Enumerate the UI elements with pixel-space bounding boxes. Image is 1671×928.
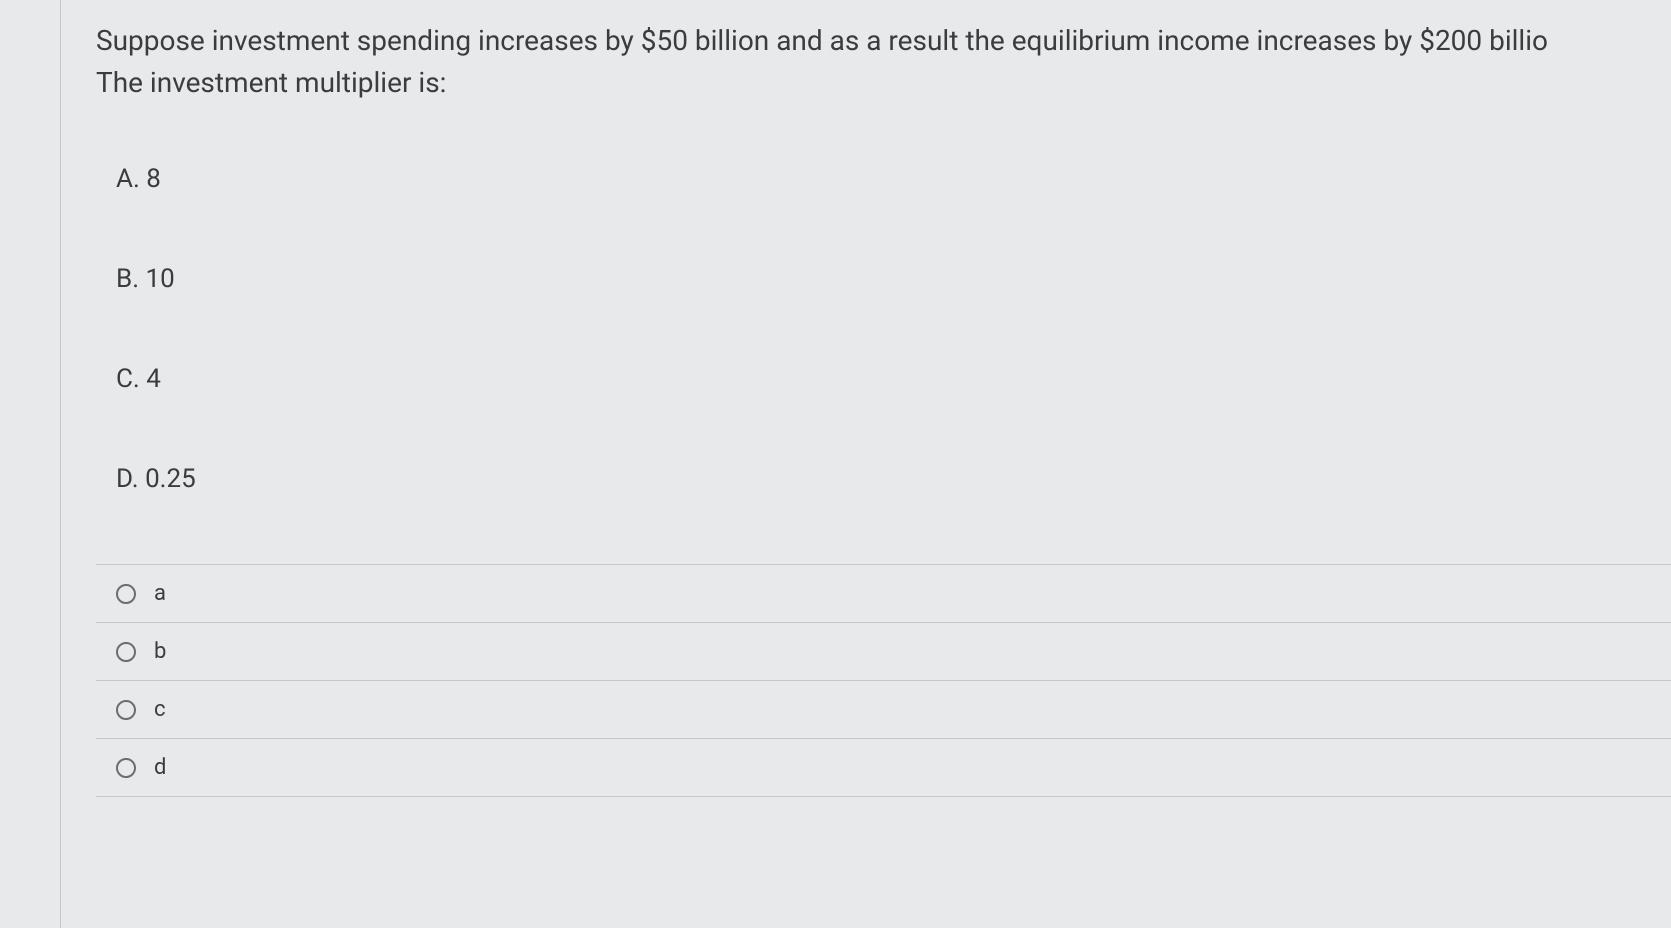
choice-d: D. 0.25 (96, 464, 1671, 494)
radio-a-icon[interactable] (116, 584, 136, 604)
answer-label-d: d (154, 755, 166, 780)
choice-c: C. 4 (96, 364, 1671, 394)
radio-b-icon[interactable] (116, 642, 136, 662)
answer-row-d[interactable]: d (96, 739, 1671, 797)
answer-table: a b c d (96, 564, 1671, 797)
answer-row-b[interactable]: b (96, 623, 1671, 681)
answer-row-a[interactable]: a (96, 565, 1671, 623)
choice-a: A. 8 (96, 164, 1671, 194)
choices-block: A. 8 B. 10 C. 4 D. 0.25 (96, 164, 1671, 494)
question-line-2: The investment multiplier is: (96, 66, 446, 99)
question-text: Suppose investment spending increases by… (96, 20, 1671, 104)
radio-d-icon[interactable] (116, 758, 136, 778)
quiz-container: Suppose investment spending increases by… (60, 0, 1671, 928)
answer-row-c[interactable]: c (96, 681, 1671, 739)
choice-b: B. 10 (96, 264, 1671, 294)
answer-label-a: a (154, 581, 166, 606)
answer-label-b: b (154, 639, 166, 664)
answer-label-c: c (154, 697, 166, 722)
radio-c-icon[interactable] (116, 700, 136, 720)
question-line-1: Suppose investment spending increases by… (96, 24, 1548, 57)
